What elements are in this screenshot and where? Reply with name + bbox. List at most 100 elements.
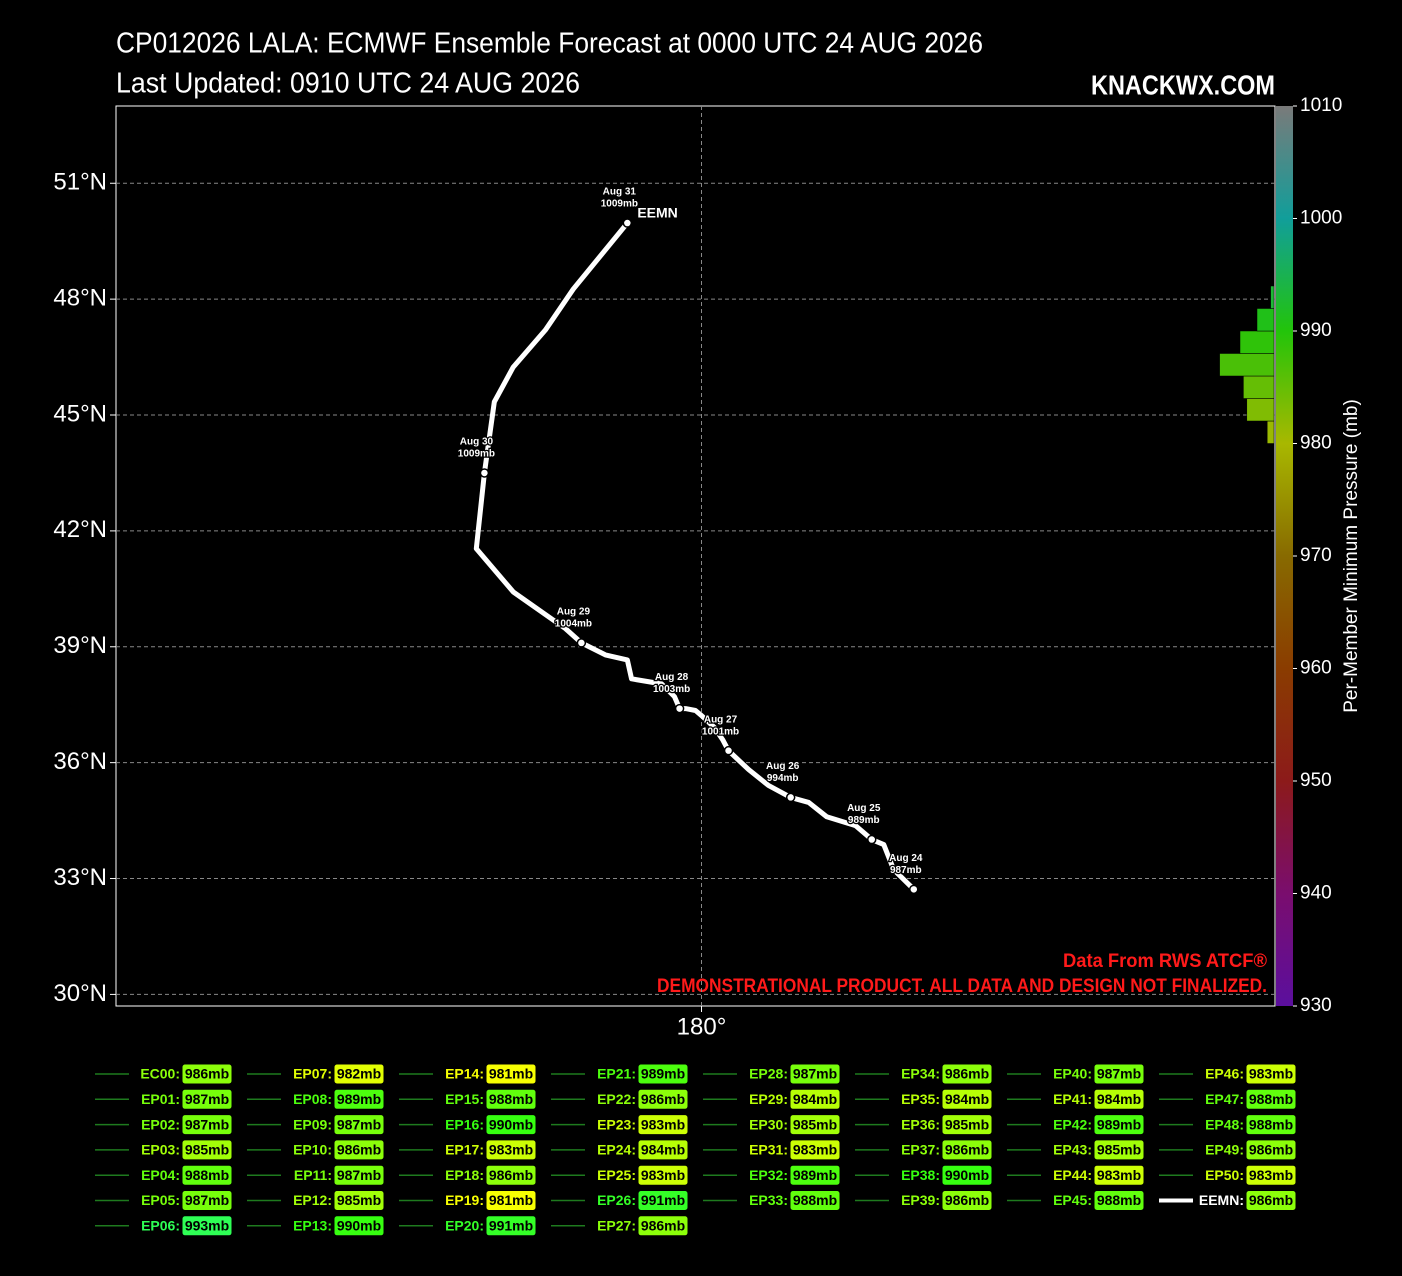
legend-value: 988mb xyxy=(1097,1192,1141,1208)
legend-value-box xyxy=(941,1088,993,1110)
legend-name: EP46: xyxy=(1205,1066,1244,1082)
y-tick-label: 39°N xyxy=(53,632,107,659)
legend-value-box xyxy=(1093,1088,1145,1110)
legend-value-box xyxy=(1093,1063,1145,1085)
legend-value: 987mb xyxy=(337,1116,381,1132)
legend-name: EP26: xyxy=(597,1192,636,1208)
legend-value-box xyxy=(485,1190,537,1211)
histogram-bar xyxy=(1270,285,1275,309)
y-tick-label: 33°N xyxy=(53,864,107,891)
legend-value-box xyxy=(333,1164,385,1186)
legend-value: 988mb xyxy=(793,1192,837,1208)
legend-name: EP17: xyxy=(445,1142,484,1158)
legend-value: 986mb xyxy=(641,1218,685,1234)
site-label: KNACKWX.COM xyxy=(1091,69,1275,100)
legend-name: EC00: xyxy=(140,1066,180,1082)
legend-value: 990mb xyxy=(945,1167,989,1183)
legend-value-box xyxy=(485,1139,537,1161)
legend-value-box xyxy=(637,1215,689,1237)
legend-value-box xyxy=(1245,1139,1297,1161)
colorbar-tick-label: 990 xyxy=(1300,320,1332,341)
legend-value-box xyxy=(1245,1088,1297,1110)
legend-value-box xyxy=(637,1139,689,1161)
legend-value-box xyxy=(789,1164,841,1186)
legend-value: 986mb xyxy=(1249,1192,1293,1208)
legend-value: 983mb xyxy=(1249,1167,1293,1183)
legend-value: 988mb xyxy=(489,1091,533,1107)
legend-name: EEMN: xyxy=(1199,1192,1244,1208)
colorbar-tick-label: 1000 xyxy=(1300,208,1342,229)
legend-name: EP23: xyxy=(597,1116,636,1132)
colorbar-tick-label: 960 xyxy=(1300,658,1332,679)
histogram-bar xyxy=(1246,398,1275,422)
point-date: Aug 25 xyxy=(847,803,881,814)
point-date: Aug 30 xyxy=(460,437,494,448)
legend-name: EP47: xyxy=(1205,1091,1244,1107)
legend-value-box xyxy=(789,1114,841,1136)
legend-value-box xyxy=(1245,1190,1297,1211)
legend-value-box xyxy=(941,1114,993,1136)
legend-value: 981mb xyxy=(489,1066,533,1082)
y-tick-label: 36°N xyxy=(53,748,107,775)
colorbar-label: Per-Member Minimum Pressure (mb) xyxy=(1341,399,1362,713)
point-date: Aug 26 xyxy=(766,761,800,772)
legend-value-box xyxy=(637,1088,689,1110)
legend-value-box xyxy=(789,1088,841,1110)
legend-value-box xyxy=(333,1215,385,1237)
legend-name: EP31: xyxy=(749,1142,788,1158)
legend-name: EP15: xyxy=(445,1091,484,1107)
colorbar-tick-label: 980 xyxy=(1300,433,1332,454)
legend-value-box xyxy=(941,1063,993,1085)
legend-value: 983mb xyxy=(1097,1167,1141,1183)
legend-name: EP27: xyxy=(597,1218,636,1234)
histogram-bar xyxy=(1219,353,1275,377)
credit: DEMONSTRATIONAL PRODUCT. ALL DATA AND DE… xyxy=(657,976,1267,997)
legend-value: 983mb xyxy=(641,1167,685,1183)
legend-value-box xyxy=(789,1139,841,1161)
legend-name: EP10: xyxy=(293,1142,332,1158)
legend-value-box xyxy=(181,1164,233,1186)
track-point xyxy=(867,834,877,845)
legend-value: 987mb xyxy=(185,1091,229,1107)
legend-name: EP49: xyxy=(1205,1142,1244,1158)
legend-name: EP22: xyxy=(597,1091,636,1107)
legend-value-box xyxy=(181,1190,233,1211)
legend-value-box xyxy=(1093,1139,1145,1161)
legend-value: 985mb xyxy=(1097,1142,1141,1158)
legend-value: 986mb xyxy=(945,1066,989,1082)
legend-value-box xyxy=(333,1139,385,1161)
y-tick-label: 48°N xyxy=(53,284,107,311)
y-tick-label: 30°N xyxy=(53,980,107,1007)
legend-value: 984mb xyxy=(793,1091,837,1107)
legend-value-box xyxy=(1245,1164,1297,1186)
legend-value-box xyxy=(485,1164,537,1186)
legend-name: EP20: xyxy=(445,1218,484,1234)
legend-name: EP02: xyxy=(141,1116,180,1132)
legend-value: 988mb xyxy=(1249,1116,1293,1132)
legend-name: EP36: xyxy=(901,1116,940,1132)
legend-value: 987mb xyxy=(337,1167,381,1183)
legend-name: EP08: xyxy=(293,1091,332,1107)
legend-value: 986mb xyxy=(1249,1142,1293,1158)
legend-value-box xyxy=(789,1063,841,1085)
x-tick-label: 180° xyxy=(677,1013,727,1040)
legend-value-box xyxy=(637,1190,689,1211)
point-date: Aug 27 xyxy=(704,714,738,725)
legend-name: EP42: xyxy=(1053,1116,1092,1132)
legend-value-box xyxy=(637,1164,689,1186)
legend-name: EP09: xyxy=(293,1116,332,1132)
legend-value-box xyxy=(1245,1063,1297,1085)
legend-name: EP37: xyxy=(901,1142,940,1158)
legend-value-box xyxy=(637,1114,689,1136)
point-pressure: 989mb xyxy=(848,815,880,826)
point-date: Aug 24 xyxy=(889,853,923,864)
legend-value-box xyxy=(1245,1114,1297,1136)
legend-value: 984mb xyxy=(1097,1091,1141,1107)
legend-value: 989mb xyxy=(793,1167,837,1183)
legend-value: 987mb xyxy=(185,1192,229,1208)
legend-name: EP44: xyxy=(1053,1167,1092,1183)
legend-name: EP01: xyxy=(141,1091,180,1107)
colorbar-tick-label: 940 xyxy=(1300,883,1332,904)
